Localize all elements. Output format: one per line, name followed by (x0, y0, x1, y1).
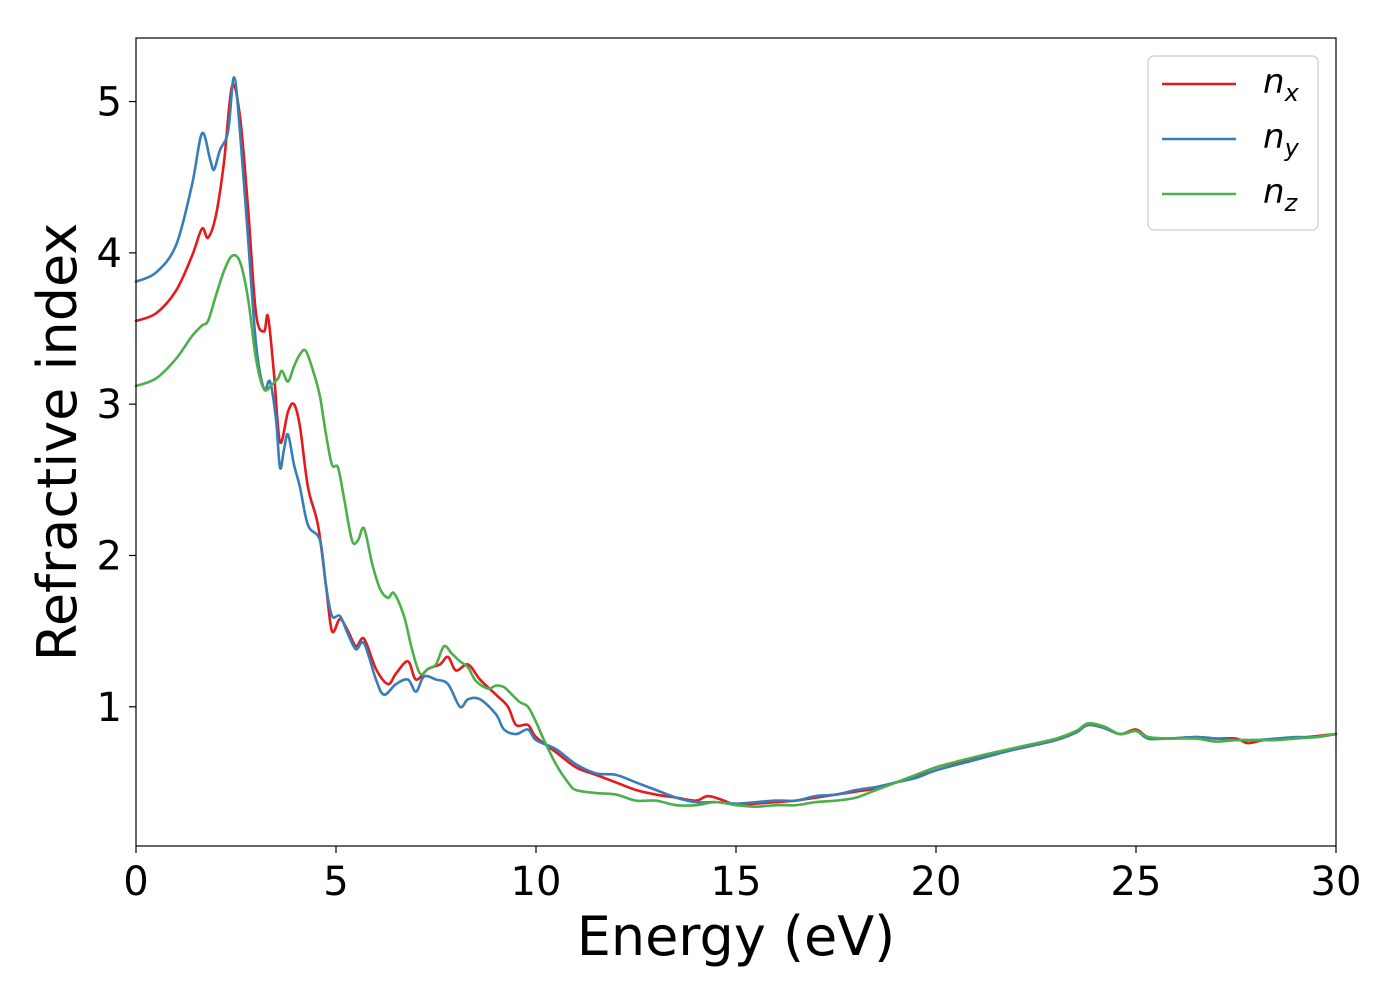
legend-label-y: ny (1263, 117, 1300, 162)
x-tick-label: 0 (123, 859, 148, 905)
y-tick-label: 2 (97, 533, 122, 579)
x-tick-label: 30 (1311, 859, 1362, 905)
y-tick-label: 4 (97, 231, 122, 277)
legend-label-z: nz (1263, 172, 1299, 217)
x-tick-label: 25 (1111, 859, 1162, 905)
legend-label-x: nx (1263, 62, 1300, 107)
series-layer (134, 76, 1338, 808)
x-tick-label: 10 (511, 859, 562, 905)
y-tick-label: 3 (97, 382, 122, 428)
series-line-z (134, 253, 1338, 808)
x-tick-label: 20 (911, 859, 962, 905)
x-tick-label: 15 (711, 859, 762, 905)
x-axis: 0 5 10 15 20 25 30 (123, 846, 1361, 905)
y-axis: 1 2 3 4 5 (97, 80, 136, 731)
x-tick-label: 5 (323, 859, 348, 905)
legend-box (1147, 55, 1319, 231)
x-axis-title: Energy (eV) (577, 905, 896, 968)
y-tick-label: 1 (97, 685, 122, 731)
plot-area (136, 38, 1336, 846)
legend: nx ny nz (1147, 55, 1319, 231)
y-tick-label: 5 (97, 80, 122, 126)
y-axis-title: Refractive index (26, 223, 89, 662)
